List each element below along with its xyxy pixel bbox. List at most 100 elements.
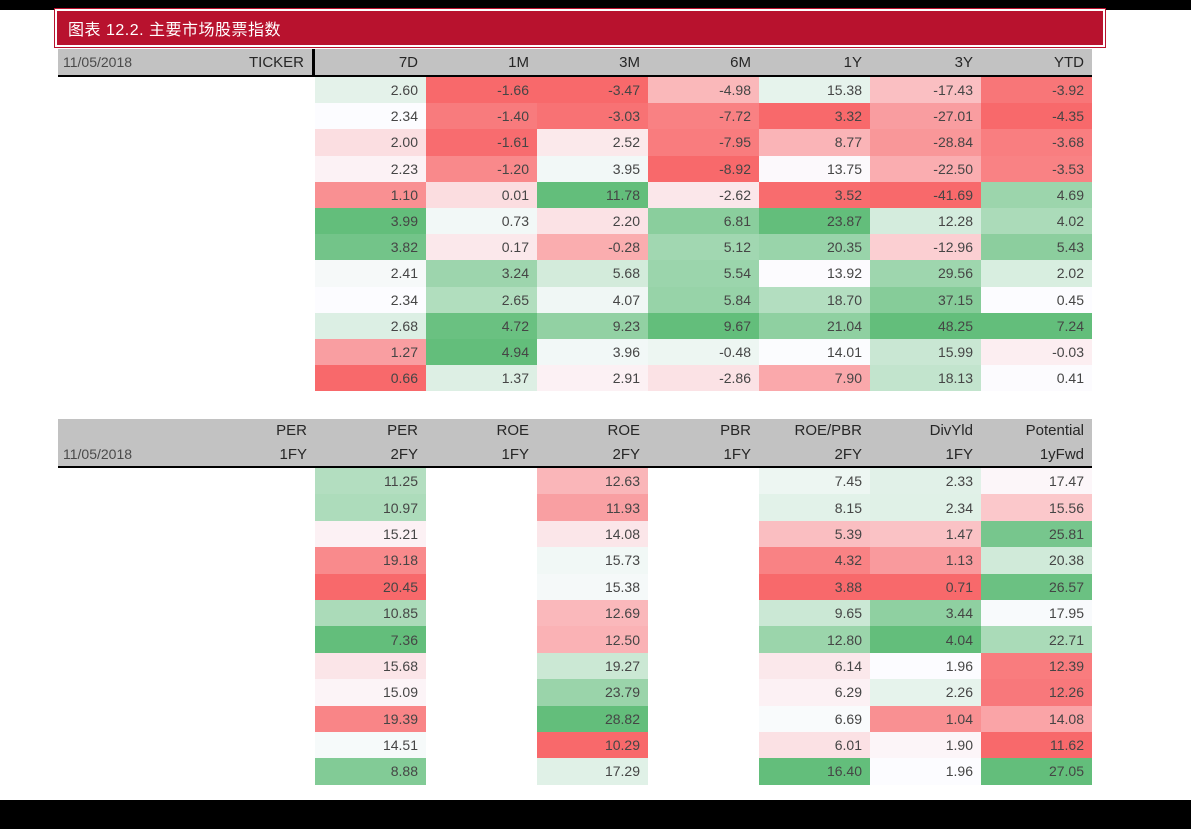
heat-cell: -3.68 bbox=[981, 129, 1092, 156]
heat-cell: 4.72 bbox=[426, 312, 537, 339]
empty-cell bbox=[426, 732, 537, 758]
heat-cell: 12.39 bbox=[981, 652, 1092, 680]
heat-cell: 11.93 bbox=[537, 494, 648, 521]
heat-cell: 7.90 bbox=[759, 365, 870, 392]
heat-cell: -2.62 bbox=[648, 181, 759, 208]
empty-cell bbox=[426, 758, 537, 784]
ticker-name-cell bbox=[58, 287, 315, 313]
heat-cell: 14.08 bbox=[981, 705, 1092, 732]
heat-cell: 1.27 bbox=[315, 338, 426, 366]
heat-cell: 3.44 bbox=[870, 599, 981, 627]
heat-cell: 12.50 bbox=[537, 626, 648, 653]
heat-cell: 23.87 bbox=[759, 207, 870, 235]
column-header-3y: 3Y bbox=[954, 53, 973, 71]
heat-cell: 15.56 bbox=[981, 494, 1092, 521]
heat-cell: 3.82 bbox=[315, 234, 426, 261]
heat-cell: 15.73 bbox=[537, 547, 648, 574]
empty-cell bbox=[648, 679, 759, 705]
heat-cell: -4.35 bbox=[981, 103, 1092, 130]
heat-cell: 13.92 bbox=[759, 260, 870, 287]
column-header-3m: 3M bbox=[619, 53, 640, 71]
heat-cell: 18.13 bbox=[870, 365, 981, 392]
sub-header-1fy: 1FY bbox=[945, 445, 973, 463]
column-header-roe: ROE bbox=[607, 422, 640, 439]
performance-table-body: 2.60 -1.66 -3.47 -4.98 15.38 -17.43 -3.92 2.34-… bbox=[58, 77, 1092, 392]
heat-cell: 1.47 bbox=[870, 520, 981, 548]
heat-cell: 3.88 bbox=[759, 573, 870, 600]
column-header-potential: Potential bbox=[1025, 422, 1084, 439]
heat-cell: 8.15 bbox=[759, 494, 870, 521]
ticker-name-cell bbox=[58, 260, 315, 286]
ticker-column-header: TICKER bbox=[248, 53, 304, 71]
column-header-per: PER bbox=[387, 422, 418, 439]
ticker-name-cell bbox=[58, 365, 315, 391]
heat-cell: 2.02 bbox=[981, 260, 1092, 287]
heat-cell: 15.38 bbox=[537, 573, 648, 600]
empty-cell bbox=[426, 679, 537, 705]
heat-cell: -3.53 bbox=[981, 155, 1092, 182]
heat-cell: -1.61 bbox=[426, 129, 537, 156]
heat-cell: 3.99 bbox=[315, 207, 426, 235]
date-sublabel-header-cell: 11/05/2018 1FY bbox=[58, 442, 315, 466]
heat-cell: -0.03 bbox=[981, 338, 1092, 366]
heat-cell: 6.29 bbox=[759, 679, 870, 706]
heat-cell: 15.21 bbox=[315, 520, 426, 548]
empty-cell bbox=[58, 626, 315, 652]
empty-cell bbox=[648, 521, 759, 547]
heat-cell: 2.68 bbox=[315, 312, 426, 339]
heat-cell: 18.70 bbox=[759, 286, 870, 313]
heat-cell: 0.73 bbox=[426, 207, 537, 235]
column-header-divyld: DivYld bbox=[929, 422, 973, 439]
heat-cell: 4.32 bbox=[759, 547, 870, 574]
heat-cell: -17.43 bbox=[870, 77, 981, 104]
report-date: 11/05/2018 bbox=[63, 446, 133, 462]
empty-cell bbox=[426, 574, 537, 600]
heat-cell: 10.85 bbox=[315, 599, 426, 627]
heat-cell: 17.29 bbox=[537, 758, 648, 785]
heat-cell: 6.01 bbox=[759, 731, 870, 759]
heat-cell: 9.65 bbox=[759, 599, 870, 627]
column-header-ytd: YTD bbox=[1054, 53, 1084, 71]
heat-cell: 10.97 bbox=[315, 494, 426, 521]
heat-cell: 0.01 bbox=[426, 181, 537, 208]
heat-cell: 7.24 bbox=[981, 312, 1092, 339]
heat-cell: 2.34 bbox=[315, 103, 426, 130]
heat-cell: 2.26 bbox=[870, 679, 981, 706]
column-header-pbr: PBR bbox=[720, 422, 751, 439]
empty-cell bbox=[58, 494, 315, 520]
bottom-black-strip bbox=[0, 800, 1191, 829]
heat-cell: -1.40 bbox=[426, 103, 537, 130]
heat-cell: 12.69 bbox=[537, 599, 648, 627]
heat-cell: 1.96 bbox=[870, 758, 981, 785]
heat-cell: -28.84 bbox=[870, 129, 981, 156]
ticker-name-cell bbox=[58, 77, 315, 103]
heat-cell: 14.08 bbox=[537, 520, 648, 548]
heat-cell: -22.50 bbox=[870, 155, 981, 182]
heat-cell: 1.13 bbox=[870, 547, 981, 574]
performance-table-header: 11/05/2018 TICKER 7D 1M 3M 6M 1Y 3Y YTD bbox=[58, 49, 1092, 77]
heat-cell: -0.28 bbox=[537, 234, 648, 261]
figure-title-banner: 图表 12.2. 主要市场股票指数 bbox=[54, 8, 1106, 48]
heat-cell: 3.96 bbox=[537, 338, 648, 366]
heat-cell: 0.45 bbox=[981, 286, 1092, 313]
empty-cell bbox=[426, 468, 537, 494]
empty-cell bbox=[648, 758, 759, 784]
heat-cell: 15.38 bbox=[759, 77, 870, 104]
empty-cell bbox=[426, 626, 537, 652]
heat-cell: -2.86 bbox=[648, 365, 759, 392]
empty-cell bbox=[426, 494, 537, 520]
empty-cell bbox=[58, 653, 315, 679]
heat-cell: -3.03 bbox=[537, 103, 648, 130]
heat-cell: 2.33 bbox=[870, 468, 981, 495]
column-header-per: PER bbox=[276, 422, 307, 439]
heat-cell: 11.25 bbox=[315, 468, 426, 495]
empty-cell bbox=[426, 547, 537, 573]
heat-cell: 2.34 bbox=[870, 494, 981, 521]
column-header-1y: 1Y bbox=[843, 53, 862, 71]
heat-cell: 26.57 bbox=[981, 573, 1092, 600]
column-header-6m: 6M bbox=[730, 53, 751, 71]
empty-cell bbox=[648, 706, 759, 732]
heat-cell: 5.68 bbox=[537, 260, 648, 287]
empty-cell bbox=[426, 706, 537, 732]
heat-cell: 8.88 bbox=[315, 758, 426, 785]
